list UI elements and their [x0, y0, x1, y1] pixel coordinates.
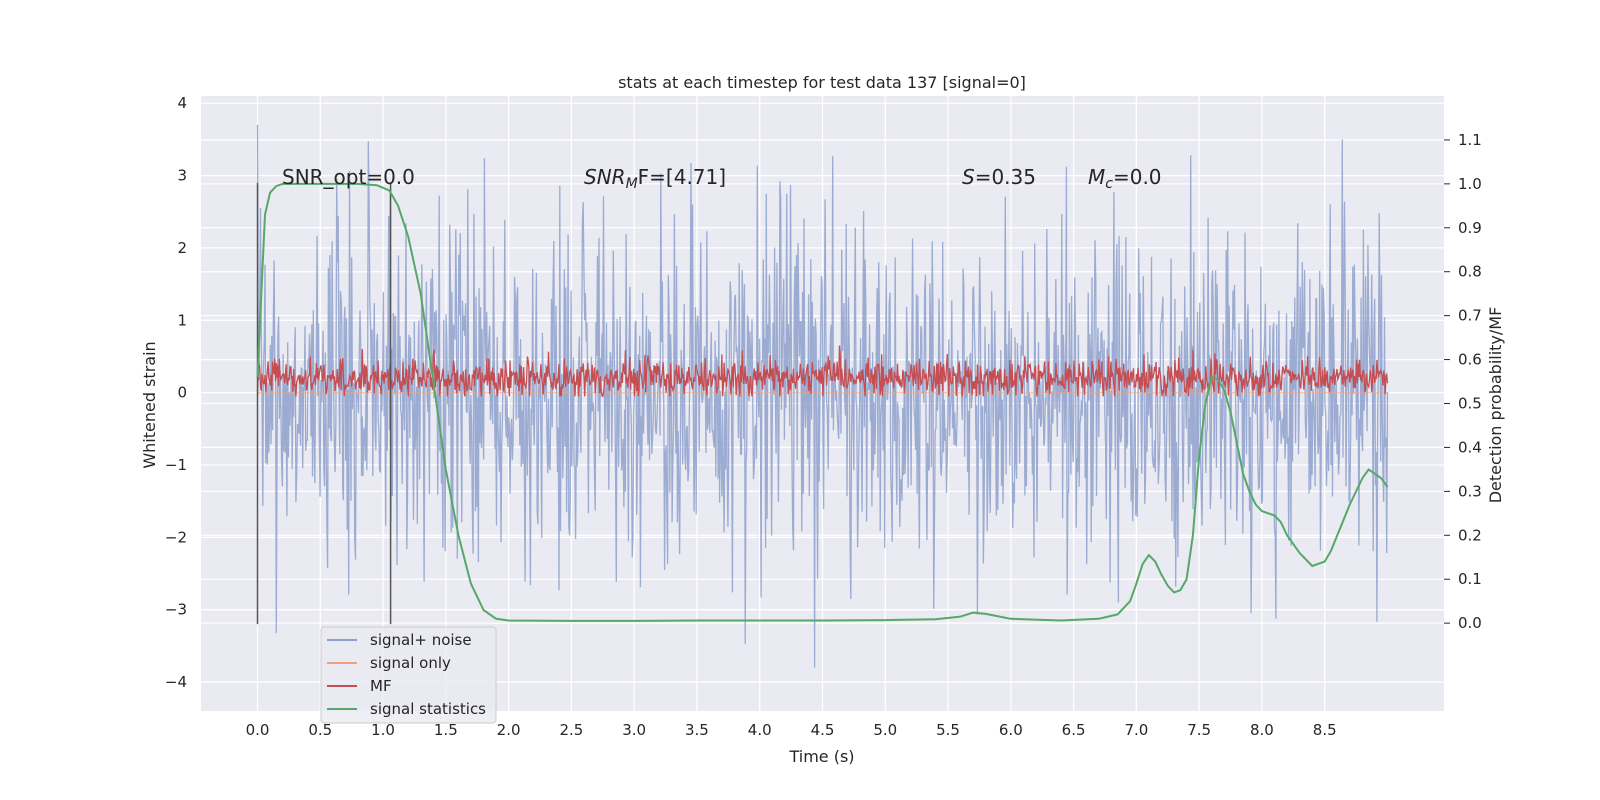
- mf-line: [256, 345, 1389, 398]
- x-tick-label: 4.5: [811, 721, 835, 739]
- legend-label-mf: MF: [370, 677, 392, 695]
- tick-labels: 0.0 0.5 1.0 1.5 2.0 2.5 3.0 3.5 4.0 4.5 5.0 5.5 6.0 6…: [165, 94, 1482, 739]
- legend-item-signal-statistics: signal statistics: [327, 700, 486, 718]
- y2-tick-label: 0.8: [1458, 263, 1482, 281]
- x-tick-label: 0.0: [246, 721, 270, 739]
- y2-tick-label: 0.6: [1458, 351, 1482, 369]
- y-tick-label: 3: [177, 167, 187, 185]
- annotation-mc-main: M: [1088, 165, 1105, 189]
- legend-item-mf: MF: [327, 677, 392, 695]
- y-tick-label: 2: [177, 239, 187, 257]
- x-tick-label: 3.5: [685, 721, 709, 739]
- annotation-s: S=0.35: [962, 165, 1036, 189]
- x-tick-label: 1.0: [371, 721, 395, 739]
- y2-tick-label: 0.3: [1458, 482, 1482, 500]
- x-tick-label: 2.5: [559, 721, 583, 739]
- y2-tick-label: 0.9: [1458, 219, 1482, 237]
- annotation-snr-mf: SNRMF=[4.71]: [584, 165, 726, 192]
- x-tick-label: 0.5: [308, 721, 332, 739]
- x-tick-label: 7.5: [1187, 721, 1211, 739]
- y2-axis-label: Detection probability/MF: [1486, 307, 1505, 504]
- y-tick-label: −1: [165, 456, 187, 474]
- y-tick-label: 4: [177, 94, 187, 112]
- vertical-markers: [256, 182, 392, 625]
- y2-tick-label: 0.0: [1458, 614, 1482, 632]
- annotation-s-value: =0.35: [975, 165, 1036, 189]
- legend-label-signal-noise: signal+ noise: [370, 631, 472, 649]
- annotation-mc-value: =0.0: [1113, 165, 1162, 189]
- y-tick-label: −3: [165, 601, 187, 619]
- legend: signal+ noise signal only MF signal stat…: [320, 626, 497, 724]
- legend-label-signal-only: signal only: [370, 654, 451, 672]
- annotation-snr-mf-main: SNR: [584, 165, 626, 189]
- y2-tick-label: 1.0: [1458, 175, 1482, 193]
- legend-box: [320, 626, 497, 724]
- chart-title: stats at each timestep for test data 137…: [618, 73, 1026, 92]
- legend-label-signal-statistics: signal statistics: [370, 700, 486, 718]
- x-tick-label: 6.5: [1062, 721, 1086, 739]
- y2-tick-label: 0.2: [1458, 526, 1482, 544]
- y2-tick-label: 1.1: [1458, 131, 1482, 149]
- annotation-snr-mf-sub: M: [626, 176, 638, 192]
- y-tick-label: −2: [165, 528, 187, 546]
- annotation-mc-sub: c: [1105, 176, 1113, 192]
- signal-noise-line: [256, 124, 1389, 668]
- annotation-s-main: S: [962, 165, 975, 189]
- series-mf: [256, 345, 1389, 398]
- y2-tick-label: 0.5: [1458, 395, 1482, 413]
- legend-item-signal-only: signal only: [327, 654, 451, 672]
- x-tick-label: 4.0: [748, 721, 772, 739]
- y2-tick-label: 0.4: [1458, 438, 1482, 456]
- x-tick-label: 2.0: [497, 721, 521, 739]
- x-tick-label: 5.5: [936, 721, 960, 739]
- x-tick-label: 5.0: [873, 721, 897, 739]
- signal-statistics-line: [256, 182, 1389, 622]
- x-tick-label: 1.5: [434, 721, 458, 739]
- legend-item-signal-noise: signal+ noise: [327, 631, 472, 649]
- y2-tick-label: 0.1: [1458, 570, 1482, 588]
- x-tick-label: 8.5: [1313, 721, 1337, 739]
- x-tick-label: 8.0: [1250, 721, 1274, 739]
- x-axis-label: Time (s): [788, 747, 854, 766]
- annotation-mc: Mc=0.0: [1088, 165, 1162, 192]
- annotation-snr-mf-value: F=[4.71]: [638, 165, 726, 189]
- y-tick-label: 0: [177, 384, 187, 402]
- y-tick-label: −4: [165, 673, 187, 691]
- y-axis-label: Whitened strain: [140, 341, 159, 468]
- y2-tick-label: 0.7: [1458, 307, 1482, 325]
- series-signal-statistics: [256, 182, 1389, 622]
- x-tick-label: 3.0: [622, 721, 646, 739]
- x-tick-label: 7.0: [1124, 721, 1148, 739]
- annotation-snr-opt: SNR_opt=0.0: [282, 165, 415, 189]
- y-tick-label: 1: [177, 311, 187, 329]
- x-tick-label: 6.0: [999, 721, 1023, 739]
- series-signal-noise: [256, 124, 1389, 668]
